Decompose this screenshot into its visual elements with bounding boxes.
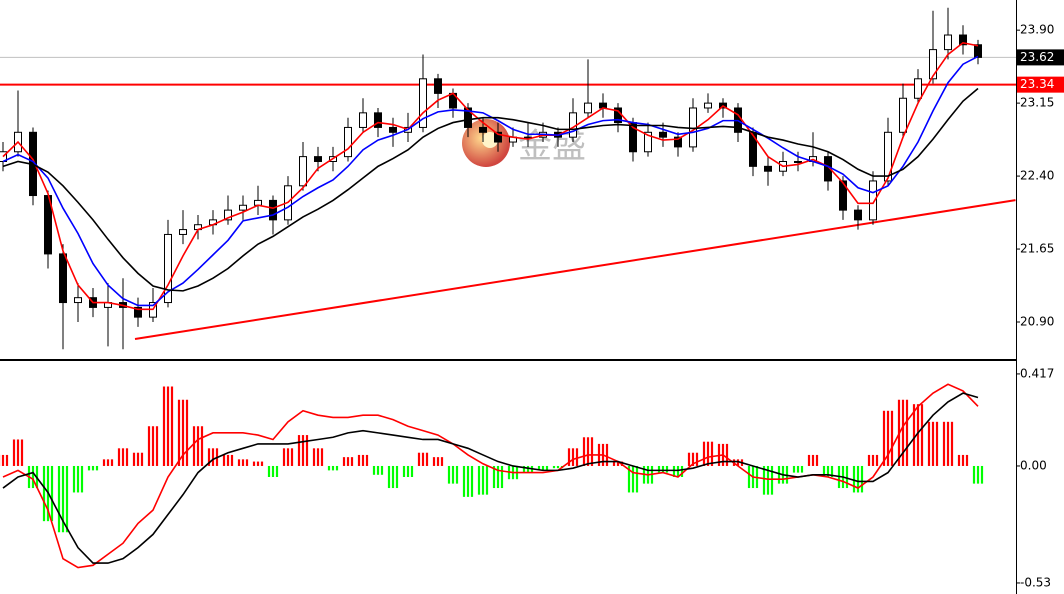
candle-body	[944, 34, 952, 51]
candle-body	[299, 156, 307, 187]
candle-body	[794, 160, 802, 163]
candle-body	[314, 156, 322, 162]
candle-body	[269, 199, 277, 221]
candle-body	[674, 136, 682, 148]
candle-body	[344, 126, 352, 158]
candle-body	[419, 78, 427, 128]
pane-separator	[0, 359, 1016, 361]
candle-body	[464, 107, 472, 128]
candle-body	[854, 209, 862, 221]
candle-body	[764, 165, 772, 172]
candle-body	[164, 233, 172, 304]
candle-body	[374, 112, 382, 128]
y-tick-label: 0.417	[1020, 366, 1054, 380]
candle-body	[434, 78, 442, 94]
candle-body	[704, 102, 712, 109]
price-label-box	[1017, 76, 1064, 93]
y-tick-label: 23.90	[1020, 23, 1054, 37]
candle-body	[239, 204, 247, 211]
candle-body	[584, 102, 592, 114]
candle-body	[389, 126, 397, 133]
candle-body	[59, 253, 67, 304]
candle-body	[884, 131, 892, 182]
candle-body	[659, 131, 667, 138]
candle-body	[494, 131, 502, 143]
price-label: 23.62	[1020, 50, 1054, 64]
candle-body	[179, 229, 187, 235]
candle-body	[359, 112, 367, 128]
indicator-line	[2, 392, 979, 564]
candle-body	[689, 107, 697, 148]
candle-body	[74, 297, 82, 304]
candle-body	[899, 97, 907, 133]
candle-body	[224, 209, 232, 221]
watermark: 金盛	[462, 119, 586, 167]
candle-body	[929, 49, 937, 80]
price-label: 23.34	[1020, 77, 1054, 91]
price-label-box	[1017, 49, 1064, 66]
y-tick-label: 0.00	[1020, 458, 1047, 472]
candle-body	[959, 34, 967, 46]
y-tick-label: -0.53	[1020, 575, 1051, 589]
candle-body	[914, 78, 922, 99]
y-tick-label: 20.90	[1020, 315, 1054, 329]
candle-body	[869, 180, 877, 221]
y-tick-label: 22.40	[1020, 169, 1054, 183]
candle-body	[644, 131, 652, 153]
trend-line	[134, 199, 1016, 341]
candle-body	[839, 180, 847, 211]
y-tick-label: 21.65	[1020, 242, 1054, 256]
candle-body	[134, 306, 142, 318]
y-tick-label: 23.15	[1020, 96, 1054, 110]
candle-body	[479, 126, 487, 133]
indicator-line	[2, 87, 979, 292]
indicator-line	[2, 55, 979, 307]
candle-body	[974, 44, 982, 58]
